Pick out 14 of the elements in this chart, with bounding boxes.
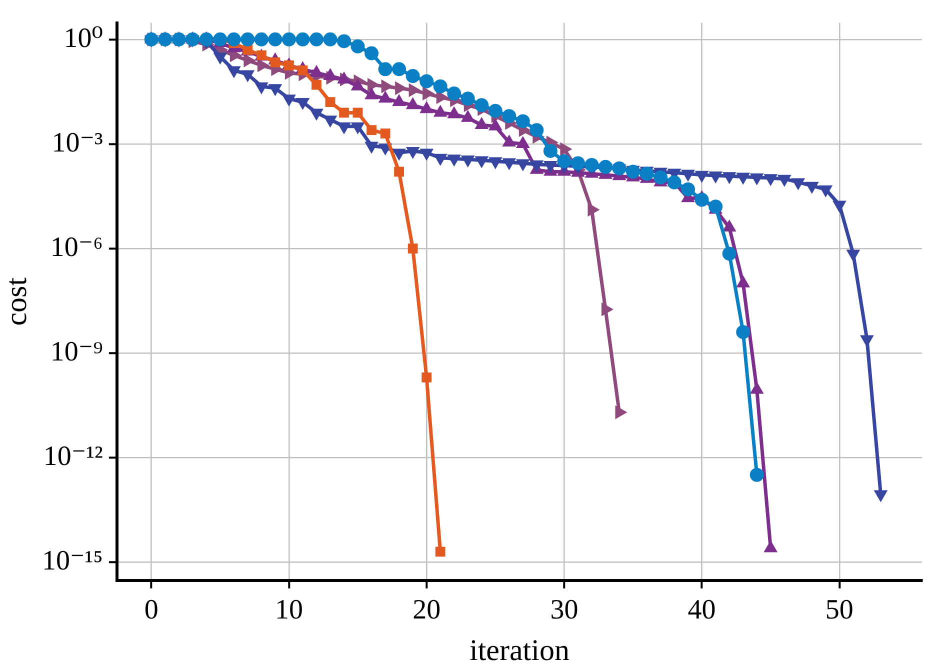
x-tick-label: 10 <box>274 594 303 626</box>
x-tick-label: 20 <box>412 594 441 626</box>
x-axis-title: iteration <box>469 634 570 667</box>
y-tick-label: 10⁻⁶ <box>50 232 103 263</box>
x-tick-label: 40 <box>688 594 716 626</box>
y-axis-title: cost <box>0 276 33 326</box>
y-tick-label: 10⁻³ <box>52 127 103 158</box>
y-tick-label: 10⁰ <box>64 22 103 54</box>
x-tick-label: 0 <box>144 594 158 626</box>
x-tick-label: 30 <box>550 594 578 626</box>
y-tick-label: 10⁻⁹ <box>50 336 103 368</box>
y-tick-label: 10⁻¹² <box>43 440 103 472</box>
x-tick-label: 50 <box>825 594 854 626</box>
y-tick-label: 10⁻¹⁵ <box>42 546 103 577</box>
